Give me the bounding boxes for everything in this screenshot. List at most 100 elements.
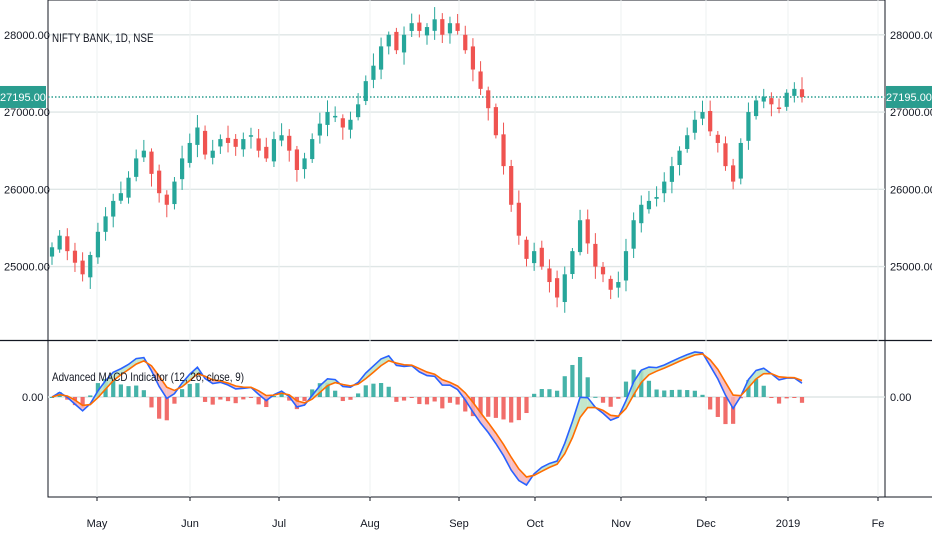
candle-body: [409, 23, 414, 31]
candle-body: [486, 90, 491, 109]
macd-cloud-segment: [189, 367, 198, 381]
macd-cloud-segment: [365, 365, 374, 379]
macd-histogram-bar: [753, 378, 759, 397]
candle-body: [371, 65, 376, 80]
macd-histogram-bar: [700, 394, 705, 397]
candle-body: [432, 19, 437, 31]
macd-histogram-bar: [784, 397, 789, 399]
macd-histogram-bar: [731, 397, 736, 424]
candle-body: [202, 130, 208, 155]
macd-histogram-bar: [264, 397, 269, 408]
macd-histogram-bar: [539, 389, 544, 397]
time-tick-label: Aug: [360, 518, 380, 530]
macd-histogram-bar: [241, 397, 246, 400]
candle-body: [692, 119, 697, 133]
price-tick-label-right: 28000.00: [890, 30, 932, 42]
macd-histogram-bar: [623, 381, 629, 397]
macd-histogram-bar: [554, 390, 560, 397]
macd-cloud-segment: [97, 380, 106, 398]
macd-histogram-bar: [310, 389, 315, 397]
macd-histogram-bar: [486, 397, 491, 417]
macd-histogram-bar: [524, 397, 529, 414]
macd-histogram-bar: [340, 397, 345, 402]
candle-body: [547, 268, 552, 283]
chart-title: NIFTY BANK, 1D, NSE: [52, 31, 154, 45]
macd-histogram-bar: [134, 385, 139, 397]
time-tick-label: Jun: [181, 518, 199, 530]
macd-histogram-bar: [333, 390, 338, 397]
macd-histogram-bar: [532, 393, 537, 397]
candle-body: [654, 197, 659, 199]
macd-histogram-bar: [715, 397, 720, 417]
signal-line: [51, 353, 803, 478]
candle-body: [363, 81, 368, 102]
macd-histogram-bar: [585, 377, 590, 397]
candle-body: [723, 143, 728, 167]
macd-cloud-segment: [503, 444, 512, 471]
candle-body: [225, 137, 231, 143]
candle-body: [49, 247, 55, 257]
macd-cloud-segment: [480, 412, 489, 433]
macd-histogram-bar: [570, 364, 575, 397]
candle-body: [784, 92, 789, 107]
macd-histogram-bar: [509, 397, 514, 423]
macd-histogram-bar: [210, 397, 215, 405]
candle-body: [738, 142, 743, 179]
price-tick-label-left: 28000.00: [4, 30, 50, 42]
candle-body: [677, 150, 682, 166]
candle-body: [118, 193, 123, 201]
candle-body: [179, 158, 185, 180]
candle-body: [623, 251, 629, 281]
macd-histogram-bar: [463, 397, 468, 412]
macd-histogram-bar: [118, 384, 123, 397]
macd-histogram-bar: [608, 397, 613, 407]
macd-cloud-segment: [641, 367, 649, 383]
macd-cloud-segment: [717, 369, 726, 396]
macd-histogram-bar: [776, 397, 782, 404]
macd-cloud-segment: [541, 463, 550, 472]
candle-body: [753, 100, 759, 117]
candle-body: [241, 139, 246, 150]
macd-histogram-bar: [493, 397, 498, 418]
time-tick-label: 2019: [776, 518, 800, 530]
macd-histogram-bar: [80, 397, 85, 408]
macd-histogram-bar: [141, 390, 146, 397]
candle-body: [700, 112, 705, 119]
macd-histogram-bar: [187, 383, 192, 397]
candle-body: [141, 150, 146, 158]
candle-body: [195, 127, 200, 145]
macd-cloud-segment: [159, 376, 167, 399]
candle-body: [65, 236, 70, 252]
macd-histogram-bar: [363, 385, 368, 397]
macd-title: Advanced MACD Indicator (12, 26, close, …: [52, 370, 244, 384]
macd-histogram-bar: [49, 397, 55, 398]
candle-body: [386, 34, 391, 47]
time-tick-label: Oct: [526, 518, 543, 530]
candle-body: [440, 19, 445, 35]
macd-histogram-bar: [126, 386, 131, 397]
candle-body: [88, 255, 93, 278]
candle-body: [501, 134, 506, 167]
macd-histogram-bar: [501, 397, 506, 420]
macd-histogram-bar: [593, 396, 598, 398]
time-tick-label: Dec: [696, 518, 716, 530]
candle-body: [639, 204, 644, 224]
candle-body: [662, 181, 667, 194]
candle-body: [356, 104, 361, 118]
macd-histogram-bar: [478, 397, 483, 418]
price-tick-label-left: 27000.00: [4, 107, 50, 119]
macd-histogram-bar: [662, 390, 667, 397]
macd-cloud-segment: [495, 433, 504, 456]
macd-histogram-bar: [287, 397, 292, 401]
grid-layer: [0, 0, 932, 498]
time-tick-label: Fe: [872, 518, 885, 530]
candle-body: [172, 181, 177, 205]
macd-histogram-bar: [723, 397, 728, 425]
time-tick-label: Jul: [272, 518, 286, 530]
macd-histogram-bar: [424, 397, 430, 405]
macd-histogram-bar: [516, 397, 521, 421]
macd-cloud-segment: [572, 397, 581, 438]
candles-layer: [49, 7, 805, 313]
